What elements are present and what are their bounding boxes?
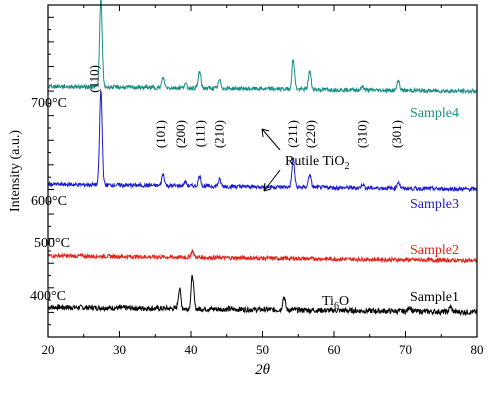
sample-label: Sample4 [410,106,459,121]
peak-label: (211) [285,120,300,148]
sample-label: Sample1 [410,290,459,305]
peak-label: (200) [173,120,188,148]
plot-frame [47,4,478,338]
arrow-down [263,169,281,192]
peak-label: (301) [389,120,404,148]
series-line-sample4 [48,0,477,95]
x-tick-label: 50 [256,342,269,357]
peak-label: (310) [355,120,370,148]
temperature-labels: 400°C 500°C 600°C 700°C [30,96,70,304]
y-axis-label: Intensity (a.u.) [8,130,23,212]
series-line-sample3 [47,90,477,193]
rutile-label: Rutile TiO2 [285,154,350,172]
x-axis-tick-labels: 20 30 40 50 60 70 80 [42,342,484,357]
x-tick-label: 80 [471,342,484,357]
sample-labels: Sample1 Sample2 Sample3 Sample4 [410,106,459,305]
arrow-up [261,128,281,151]
sample-label: Sample3 [410,197,459,212]
arrow-up-head [261,128,270,138]
arrow-down-head [263,182,272,192]
peak-labels: (110) (101) (200) (111) (210) (211) (220) (310)… [86,65,403,148]
series-line-sample1 [48,274,477,317]
peak-label: (111) [192,120,207,147]
x-tick-label: 20 [42,342,55,357]
x-axis-label: 2θ [255,362,271,378]
sample-label: Sample2 [410,243,459,258]
y-axis-ticks [48,16,54,326]
annotations: Rutile TiO2 Ti6O [261,128,350,312]
series-traces [47,0,477,317]
peak-label: (110) [86,65,101,93]
series-line-sample2 [47,249,477,264]
x-tick-label: 40 [185,342,198,357]
temperature-label: 600°C [31,194,67,209]
peak-label: (220) [303,120,318,148]
temperature-label: 700°C [31,96,67,111]
x-tick-label: 60 [328,342,341,357]
x-axis-ticks [47,5,478,337]
temperature-label: 400°C [30,289,66,304]
temperature-label: 500°C [34,236,70,251]
peak-label: (210) [212,120,227,148]
x-tick-label: 70 [399,342,412,357]
ti6o-label: Ti6O [322,294,349,312]
x-tick-label: 30 [113,342,126,357]
peak-label: (101) [153,120,168,148]
